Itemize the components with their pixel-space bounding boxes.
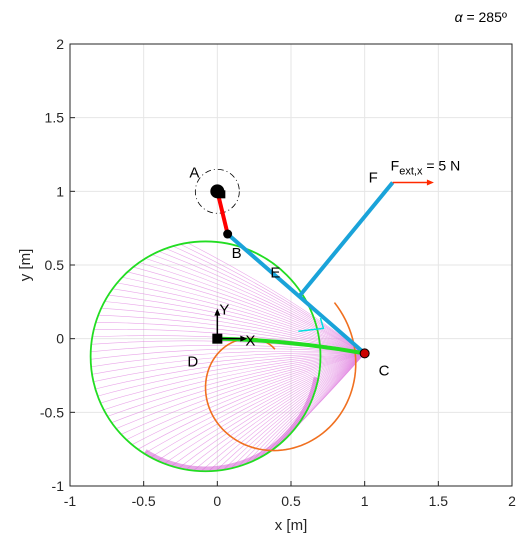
- family-line: [93, 353, 365, 383]
- force-label-rest: = 5 N: [422, 157, 460, 173]
- y-tick-label: -1: [52, 478, 65, 494]
- coupler-link: [226, 232, 366, 355]
- angle-annotation: α = 285º: [455, 9, 507, 25]
- y-tick-label: -0.5: [40, 404, 64, 420]
- family-line: [112, 288, 365, 354]
- joint-b: [223, 229, 233, 239]
- family-line: [91, 350, 365, 368]
- family-line: [165, 248, 365, 354]
- frame-x-label: X: [245, 333, 255, 350]
- ground-pivot-d: [212, 333, 223, 344]
- family-band: [143, 376, 319, 472]
- tick-labels: -1 -0.5 0 0.5 1 1.5 2 -1 -0.5 0 0.5 1 1.5 2: [40, 36, 516, 509]
- family-line: [137, 353, 365, 450]
- point-label-b: B: [232, 245, 242, 262]
- family-line: [180, 243, 365, 354]
- family-line: [223, 353, 365, 471]
- family-line: [127, 271, 365, 354]
- point-label-a: A: [189, 164, 199, 181]
- family-line: [90, 348, 365, 360]
- force-label-main: F: [391, 157, 400, 173]
- x-tick-label: 2: [508, 493, 516, 509]
- family-line: [101, 307, 365, 354]
- family-line: [245, 353, 365, 465]
- family-line: [91, 352, 365, 375]
- angle-symbol: α: [455, 9, 464, 25]
- family-line: [145, 258, 365, 354]
- y-tick-label: 2: [56, 36, 64, 52]
- mechanism: [194, 168, 434, 359]
- family-line: [103, 353, 365, 411]
- family-line: [100, 353, 365, 404]
- family-line: [230, 353, 365, 469]
- family-line: [117, 282, 365, 354]
- family-line: [208, 353, 365, 472]
- x-tick-label: 0: [213, 493, 221, 509]
- family-line: [150, 353, 365, 458]
- envelope-circle: [89, 240, 322, 473]
- family-line: [215, 353, 365, 472]
- point-label-c: C: [379, 362, 390, 379]
- family-line: [158, 251, 365, 354]
- x-tick-label: 1.5: [429, 493, 449, 509]
- x-tick-label: 0.5: [281, 493, 301, 509]
- x-frame-arrowhead: [240, 335, 248, 342]
- family-line: [97, 353, 365, 397]
- family-line: [178, 353, 365, 469]
- y-tick-label: 1.5: [45, 110, 65, 126]
- x-tick-label: -0.5: [132, 493, 156, 509]
- point-labels: A B C D E F XY: [187, 164, 389, 379]
- crank-link: [215, 190, 230, 235]
- family-line: [139, 262, 365, 354]
- force-arrowhead: [426, 179, 434, 186]
- family-line: [200, 353, 365, 472]
- y-axis-label: y [m]: [17, 249, 34, 282]
- x-tick-label: 1: [361, 493, 369, 509]
- family-line: [116, 353, 365, 429]
- family-line: [107, 353, 365, 417]
- family-line: [95, 353, 365, 390]
- pivot-a-circle: [194, 168, 240, 214]
- short-link: [298, 317, 325, 333]
- pivot-a-base: [217, 190, 226, 199]
- family-line: [164, 353, 365, 464]
- point-label-d: D: [187, 354, 198, 371]
- frame-y-label: Y: [219, 302, 229, 319]
- y-tick-label: 0.5: [45, 257, 65, 273]
- family-line: [98, 314, 365, 354]
- family-line: [131, 353, 365, 445]
- family-line: [144, 353, 365, 454]
- family-line: [104, 301, 365, 354]
- line-family: [90, 242, 365, 472]
- y-frame-arrowhead: [214, 308, 221, 316]
- family-line: [157, 353, 365, 461]
- point-label-e: E: [270, 264, 280, 281]
- y-tick-label: 1: [56, 183, 64, 199]
- family-line: [172, 245, 365, 354]
- angle-value: = 285º: [463, 9, 507, 25]
- family-line: [171, 353, 365, 467]
- family-line: [133, 266, 365, 354]
- force-label: Fext,x = 5 N: [391, 157, 461, 177]
- family-line: [108, 294, 365, 354]
- family-line: [185, 353, 365, 470]
- family-line: [121, 353, 365, 435]
- force-label-sub: ext,x: [399, 165, 423, 177]
- point-label-f: F: [369, 169, 378, 186]
- family-line: [151, 254, 365, 354]
- family-line: [111, 353, 365, 423]
- family-line: [126, 353, 365, 440]
- x-axis-label: x [m]: [275, 517, 308, 534]
- family-line: [193, 353, 365, 471]
- family-line: [237, 353, 365, 467]
- rocker-link: [296, 181, 395, 299]
- plot-frame: [69, 43, 513, 487]
- x-tick-label: -1: [64, 493, 77, 509]
- joint-c: [359, 348, 370, 359]
- family-line: [122, 276, 365, 354]
- y-tick-label: 0: [56, 331, 64, 347]
